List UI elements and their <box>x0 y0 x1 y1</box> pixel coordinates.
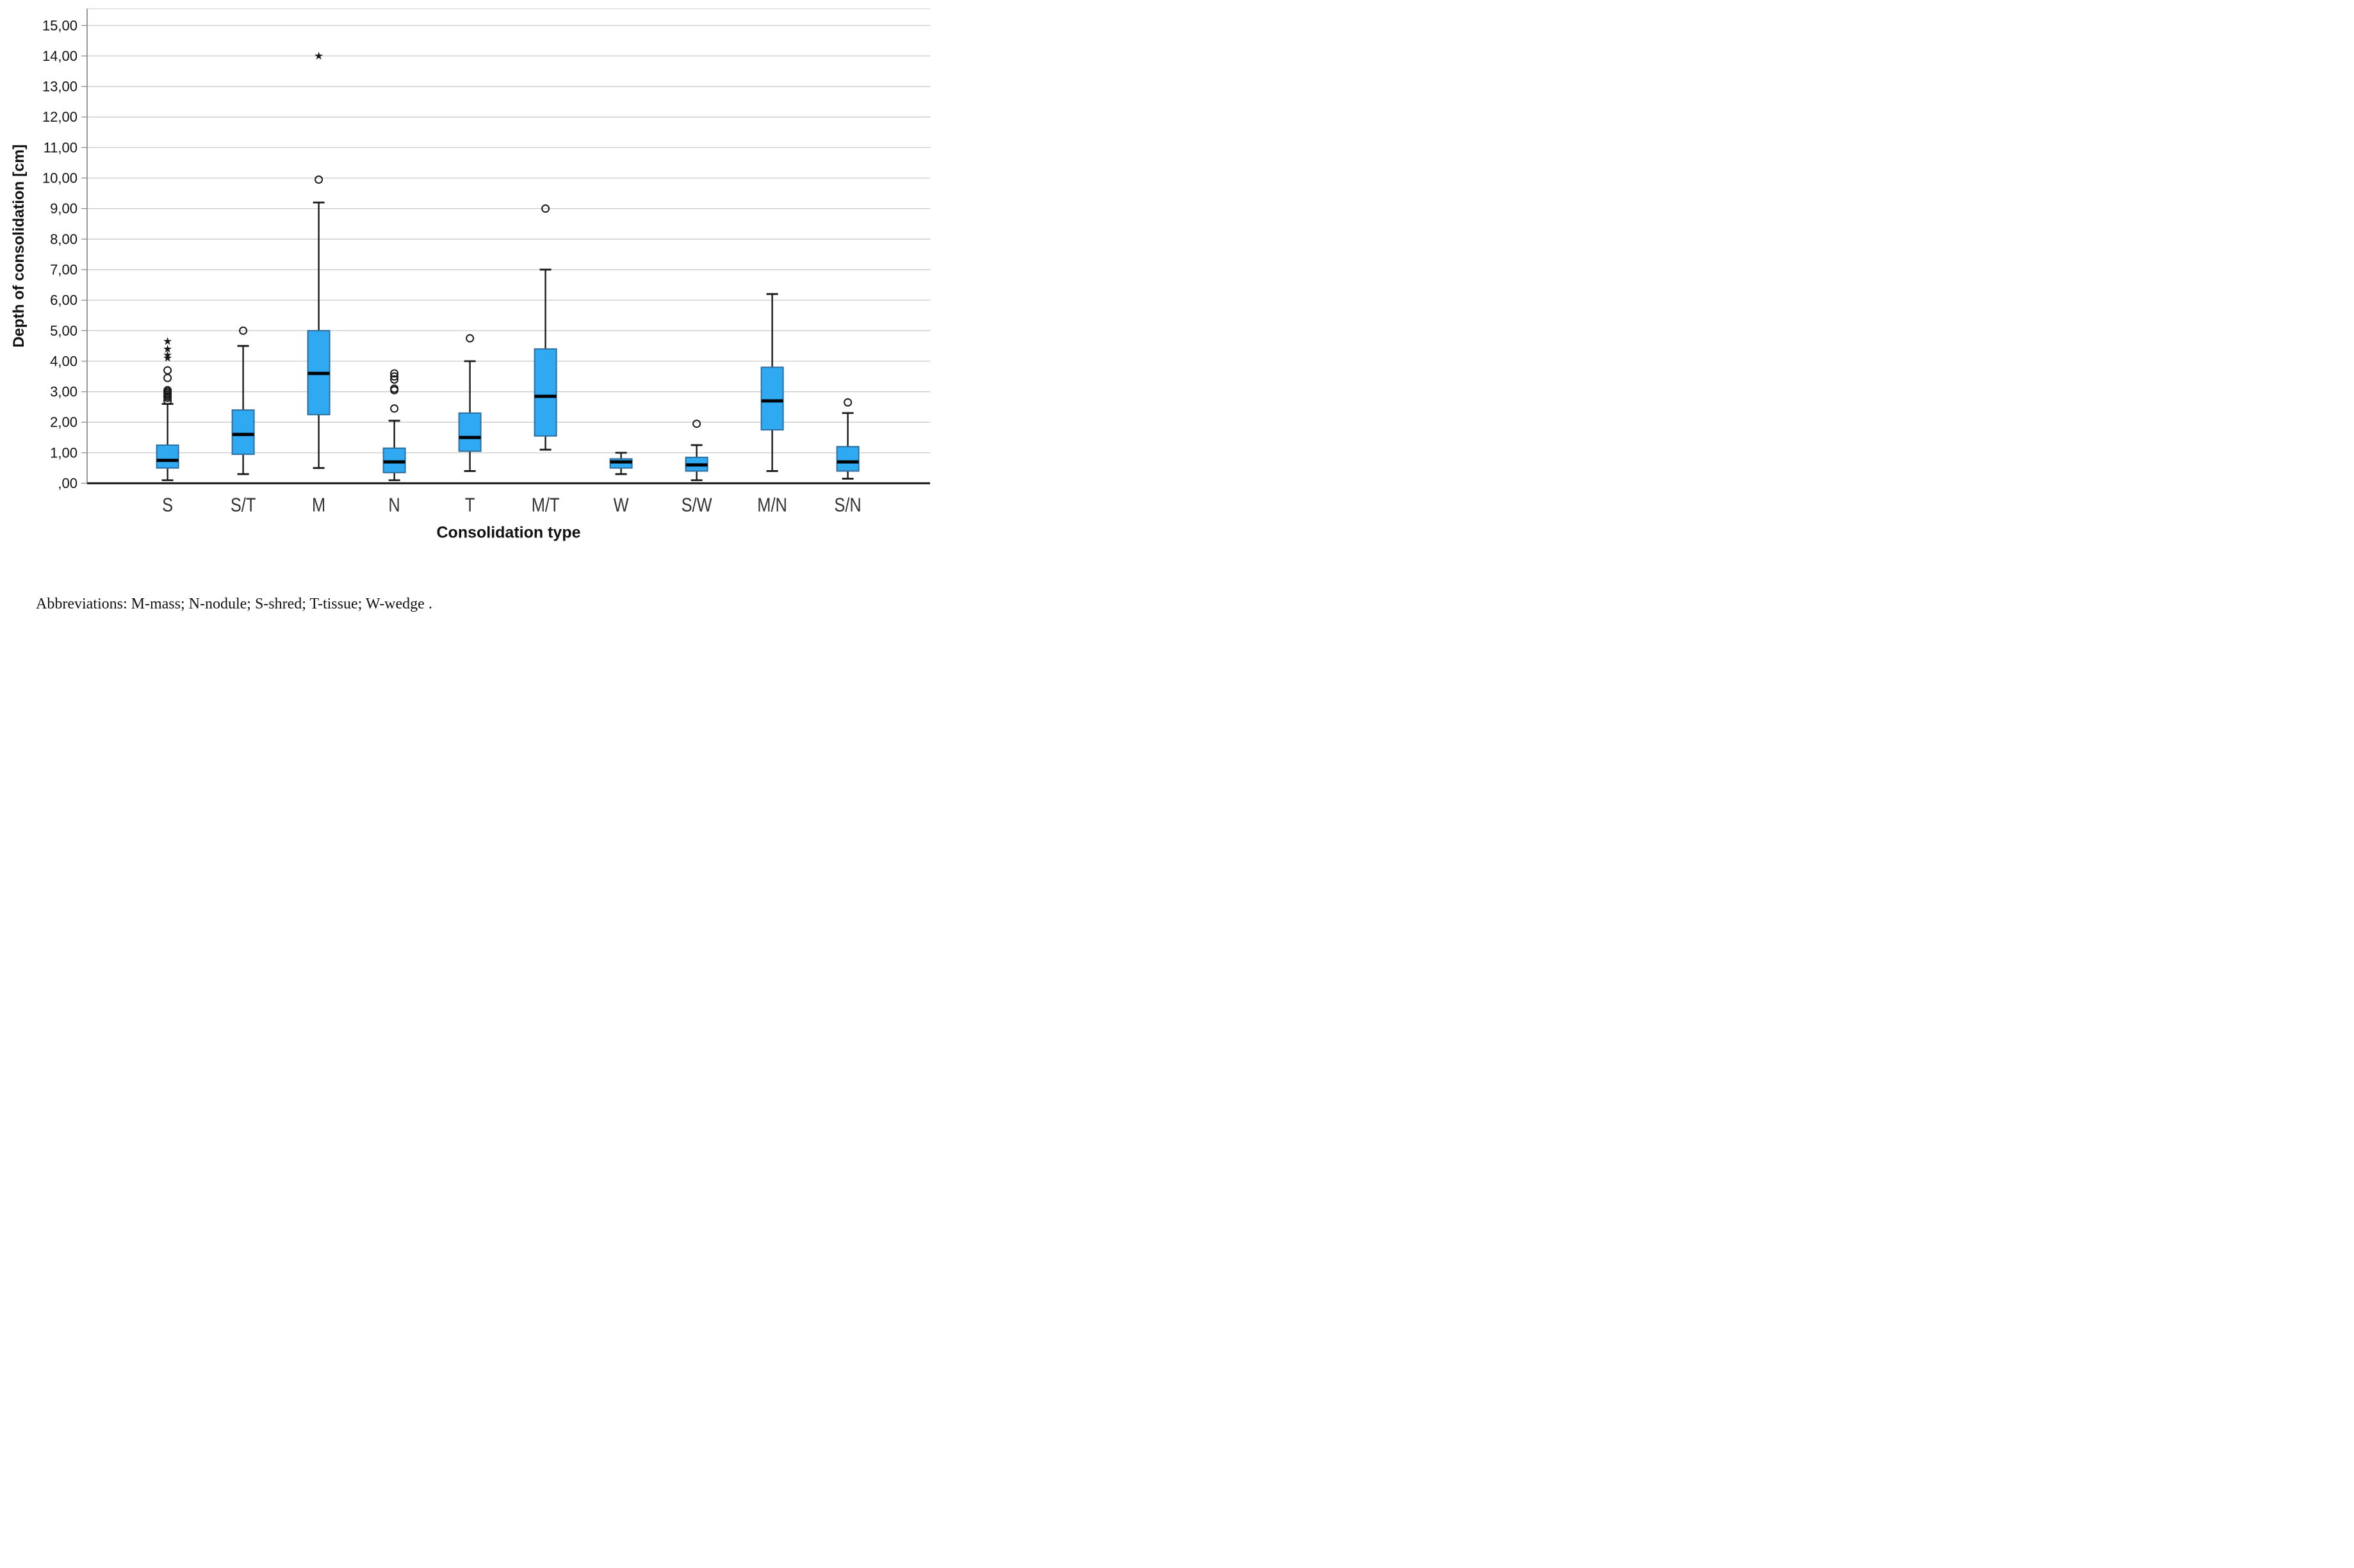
outlier-star-S: ★ <box>163 335 172 348</box>
y-tick-label: 6,00 <box>50 292 78 308</box>
y-tick-label: 15,00 <box>42 17 78 33</box>
y-tick-label: 4,00 <box>50 353 78 369</box>
y-tick-label: 8,00 <box>50 231 78 247</box>
outlier-circle-N <box>390 404 399 413</box>
x-tick-label-N: N <box>388 494 400 516</box>
y-tick-label: 7,00 <box>50 261 78 277</box>
outlier-circle-M <box>315 175 323 184</box>
box-T <box>458 412 482 452</box>
y-tick-label: 9,00 <box>50 200 78 216</box>
outlier-circle-S <box>163 386 172 395</box>
y-tick-label: 14,00 <box>42 48 78 64</box>
x-tick-label-SN: S/N <box>834 494 861 516</box>
box-SN <box>836 446 860 472</box>
y-axis-title: Depth of consolidation [cm] <box>10 144 28 348</box>
x-tick-label-MN: M/N <box>757 494 787 516</box>
x-tick-label-MT: M/T <box>532 494 560 516</box>
outlier-circle-N <box>390 372 399 381</box>
abbreviations-note: Abbreviations: M-mass; N-nodule; S-shred… <box>36 596 432 612</box>
boxplot-figure: ,00 1,00 2,00 3,00 4,00 5,00 6,00 7,00 8,00 9,00 1… <box>0 0 942 628</box>
outlier-star-S: ★ <box>163 343 172 355</box>
y-tick-label: 5,00 <box>50 323 78 339</box>
outlier-circle-ST <box>239 326 248 335</box>
outlier-circle-S <box>163 373 172 382</box>
outlier-circle-N <box>390 375 399 384</box>
outlier-circle-MT <box>541 204 550 213</box>
outlier-circle-T <box>466 334 475 343</box>
x-tick-label-ST: S/T <box>231 494 256 516</box>
box-ST <box>231 409 255 455</box>
x-tick-label-SW: S/W <box>682 494 712 516</box>
y-tick-label: 3,00 <box>50 384 78 400</box>
y-tick-label: ,00 <box>58 475 78 491</box>
y-tick-label: 2,00 <box>50 414 78 430</box>
outlier-circle-N <box>390 384 399 393</box>
outlier-star-S: ★ <box>163 352 172 365</box>
y-tick-label: 10,00 <box>42 170 78 186</box>
x-tick-label-M: M <box>312 494 325 516</box>
outlier-star-S: ★ <box>163 349 172 362</box>
outlier-circle-S <box>163 366 172 375</box>
box-MT <box>534 348 557 437</box>
x-tick-label-S: S <box>162 494 173 516</box>
outlier-circle-SN <box>844 398 853 407</box>
outlier-circle-SW <box>692 420 701 429</box>
box-MN <box>760 366 784 431</box>
boxplot-canvas: ,00 1,00 2,00 3,00 4,00 5,00 6,00 7,00 8,00 9,00 1… <box>42 8 930 516</box>
y-tick-label: 1,00 <box>50 445 78 461</box>
x-axis-title: Consolidation type <box>436 523 581 542</box>
y-tick-label: 13,00 <box>42 79 78 95</box>
outlier-star-M: ★ <box>314 50 323 63</box>
y-tick-label: 11,00 <box>44 140 78 156</box>
box-S <box>156 444 179 469</box>
y-tick-label: 12,00 <box>42 109 78 125</box>
x-tick-label-T: T <box>465 494 475 516</box>
x-tick-label-W: W <box>614 494 629 516</box>
outlier-circle-N <box>390 369 399 378</box>
